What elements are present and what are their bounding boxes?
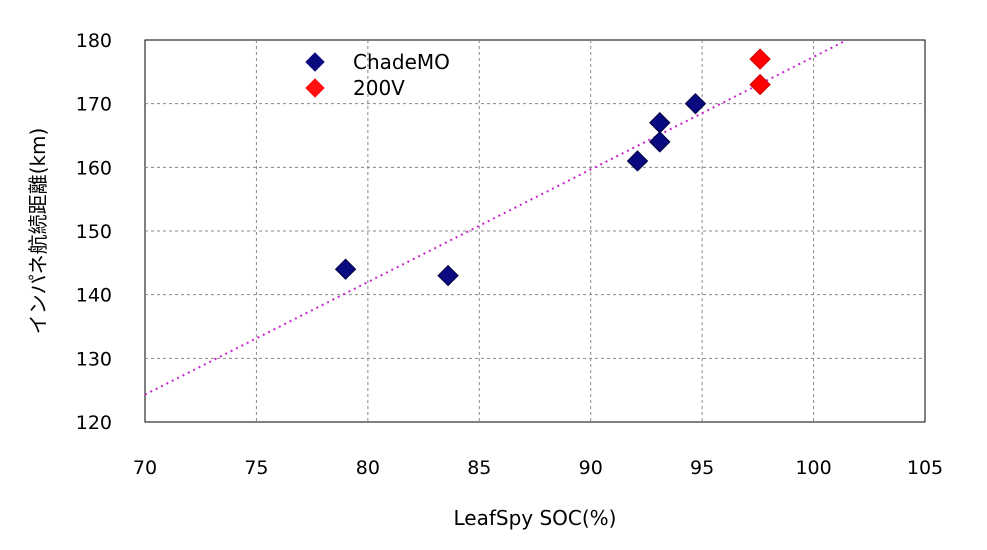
trendline <box>144 39 848 396</box>
data-point-200v <box>749 48 771 70</box>
x-tick-label: 70 <box>133 457 157 479</box>
y-tick-label: 140 <box>76 285 112 307</box>
x-tick-label: 80 <box>356 457 380 479</box>
x-tick-label: 85 <box>467 457 491 479</box>
gridlines <box>145 40 925 422</box>
x-tick-label: 95 <box>690 457 714 479</box>
y-tick-label: 120 <box>76 412 112 434</box>
y-axis-title: インパネ航続距離(km) <box>26 128 50 335</box>
y-tick-label: 150 <box>76 221 112 243</box>
data-point-chademo <box>684 92 707 115</box>
data-point-chademo <box>334 258 357 280</box>
legend-marker-200v <box>305 78 325 98</box>
legend-marker-chademo <box>305 52 325 72</box>
legend: ChadeMO 200V <box>305 50 450 100</box>
x-tick-label: 105 <box>907 457 943 479</box>
data-point-chademo <box>437 264 459 287</box>
trendline-group <box>144 39 848 396</box>
x-axis-title: LeafSpy SOC(%) <box>454 506 617 530</box>
data-points <box>334 48 771 287</box>
x-tick-label: 90 <box>579 457 603 479</box>
y-tick-label: 130 <box>76 348 112 370</box>
legend-label-chademo: ChadeMO <box>353 50 450 74</box>
y-tick-label: 160 <box>76 157 112 179</box>
data-point-chademo <box>649 131 671 153</box>
legend-label-200v: 200V <box>353 76 405 100</box>
data-point-chademo <box>626 150 649 172</box>
data-point-chademo <box>649 112 671 134</box>
x-tick-labels: 70 75 80 85 90 95 100 105 <box>133 457 943 479</box>
data-point-200v <box>749 73 771 96</box>
y-tick-label: 170 <box>76 94 112 116</box>
x-tick-label: 75 <box>244 457 268 479</box>
y-tick-label: 180 <box>76 30 112 52</box>
y-tick-labels: 120 130 140 150 160 170 180 <box>76 30 112 434</box>
x-tick-label: 100 <box>795 457 831 479</box>
